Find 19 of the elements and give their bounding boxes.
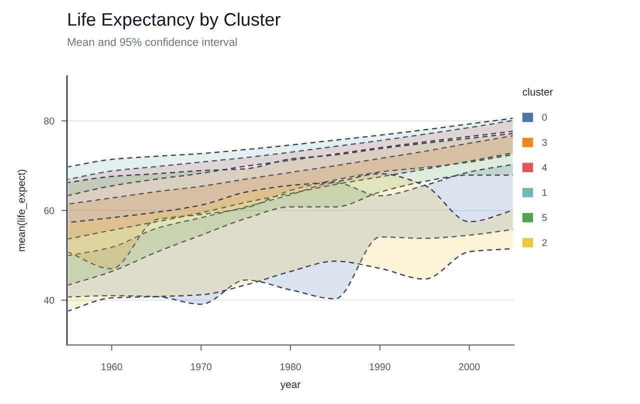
legend-label: 1: [542, 189, 547, 196]
x-axis-title: year: [280, 382, 300, 390]
x-tick-label: 2000: [458, 363, 480, 370]
x-tick-label: 1970: [191, 363, 212, 370]
legend-label: 2: [542, 239, 547, 246]
legend-label: 0: [542, 114, 547, 121]
legend-label: 5: [542, 214, 547, 222]
y-axis-title: mean(life_expect): [17, 170, 28, 252]
y-tick-label: 80: [44, 118, 54, 124]
chart-subtitle: Mean and 95% confidence interval: [68, 38, 237, 46]
chart-title: Life Expectancy by Cluster: [68, 12, 280, 30]
x-tick-label: 1990: [370, 363, 390, 370]
x-tick-label: 1980: [280, 363, 301, 370]
legend-title: cluster: [522, 88, 553, 96]
y-tick-label: 60: [44, 207, 54, 214]
legend-label: 3: [542, 138, 547, 146]
legend-label: 4: [542, 164, 547, 171]
x-tick-label: 1960: [102, 363, 122, 370]
y-tick-label: 40: [44, 296, 54, 304]
